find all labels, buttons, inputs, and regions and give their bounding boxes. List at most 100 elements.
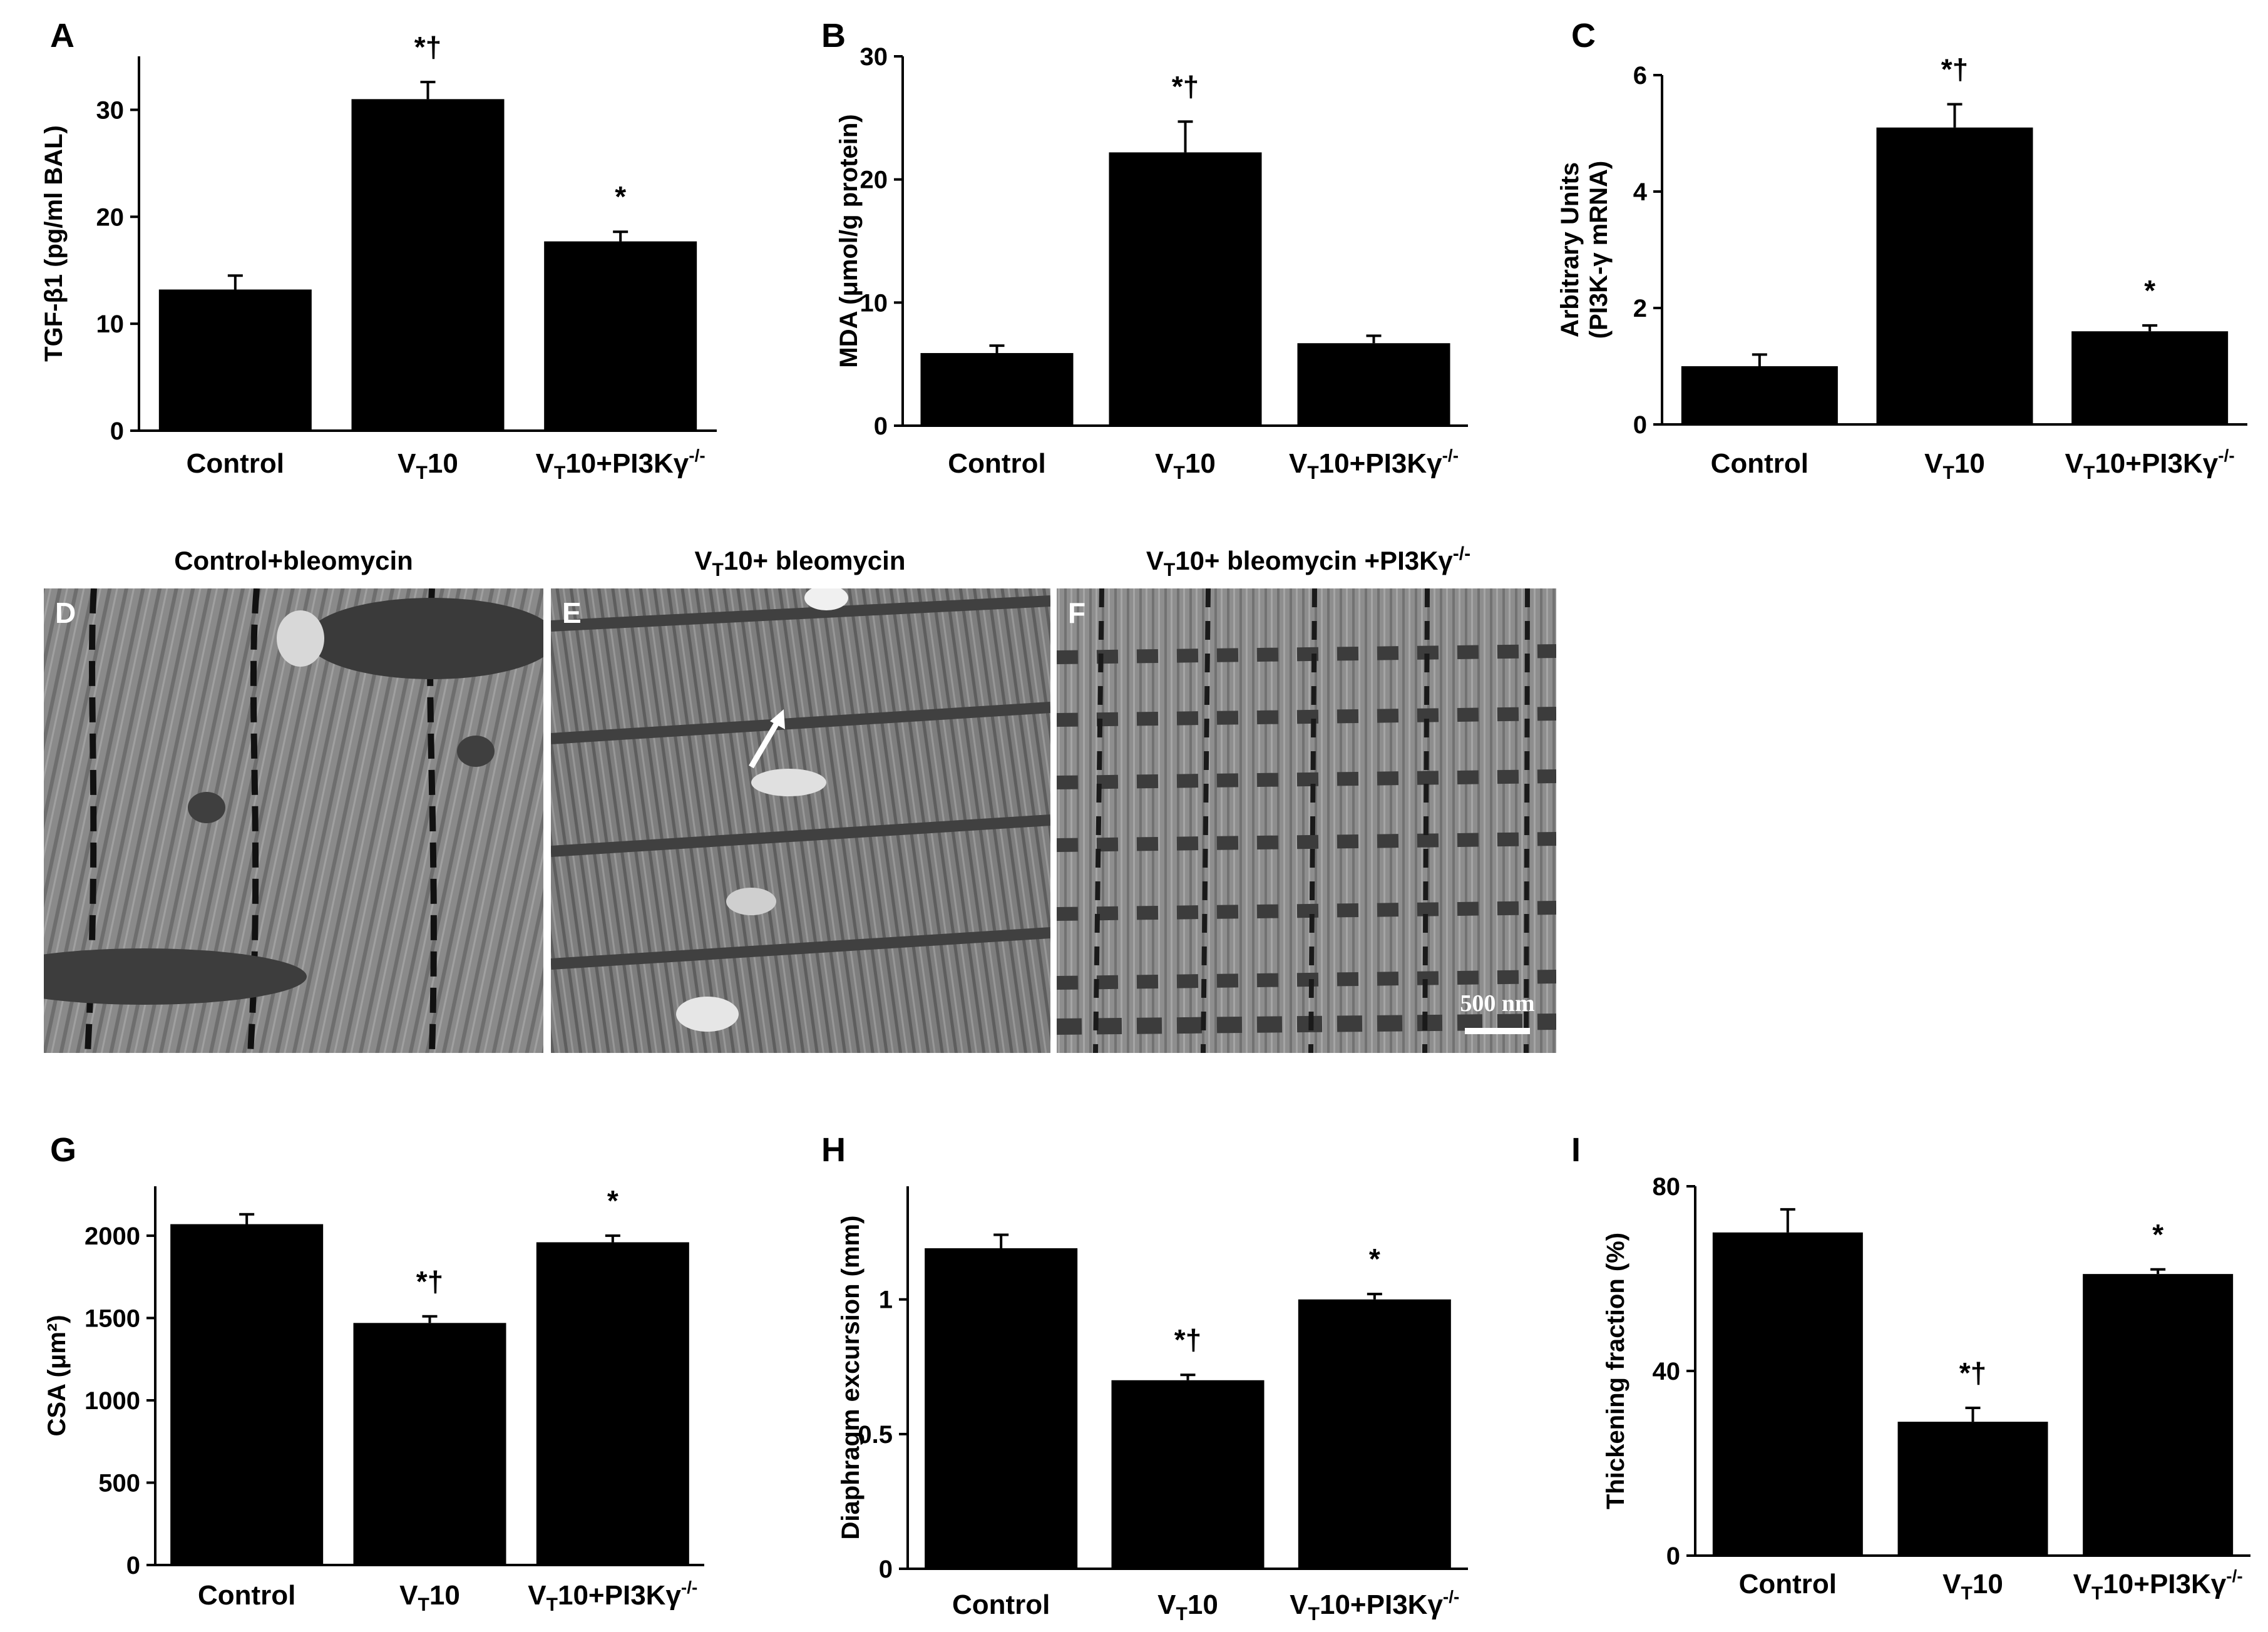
bar-3: [536, 1242, 689, 1565]
bar-3: [1297, 343, 1450, 426]
x-tick-label: VT10: [399, 1580, 460, 1615]
y-tick-label: 1: [879, 1286, 893, 1314]
bar-1: [920, 352, 1074, 426]
y-tick-label: 6: [1633, 62, 1647, 90]
scale-bar-label: 500 nm: [1460, 990, 1534, 1017]
y-tick-label: 40: [1653, 1358, 1681, 1385]
y-tick-label: 0: [110, 418, 124, 445]
y-tick-label: 1000: [85, 1387, 140, 1415]
y-tick-label: 10: [860, 289, 888, 317]
x-tick-label: Control: [952, 1589, 1050, 1620]
significance-marker: *: [1369, 1243, 1380, 1275]
x-tick-label: VT10+PI3Kγ-/-: [536, 446, 706, 483]
bar-1: [170, 1224, 324, 1565]
y-tick-label: 1500: [85, 1305, 140, 1332]
micrograph-d: Control+bleomycin D: [44, 546, 543, 1053]
bar-3: [2071, 331, 2229, 424]
panel-g-chart: G 0 500 1000 1500 2000 CSA (μm²) Control *† VT10…: [43, 1131, 704, 1615]
significance-marker: *: [615, 180, 626, 213]
bar-2: [1111, 1380, 1265, 1569]
y-tick-label: 0.5: [858, 1421, 893, 1449]
panel-letter-i: I: [1571, 1131, 1581, 1169]
x-tick-label: VT10: [1157, 1589, 1218, 1624]
arrow-head-icon: [770, 709, 785, 729]
micrograph-e-letter: E: [562, 597, 582, 629]
y-tick-label: 2: [1633, 295, 1647, 322]
x-tick-label: Control: [187, 448, 284, 479]
bar-2: [1897, 1422, 2048, 1556]
micrograph-d-image: [44, 588, 543, 1053]
significance-marker: *†: [1172, 70, 1199, 103]
significance-marker: *: [607, 1184, 618, 1217]
y-axis-label: CSA (μm²): [43, 1315, 71, 1436]
significance-marker: *: [2152, 1218, 2163, 1251]
micrograph-d-letter: D: [55, 597, 76, 629]
bar-1: [1681, 366, 1838, 424]
y-axis-label: Thickening fraction (%): [1602, 1233, 1629, 1509]
bar-3: [1298, 1299, 1451, 1569]
panel-a-chart: A 0 10 20 30 TGF-β1 (pg/ml BAL) Control *† VT10…: [40, 17, 717, 483]
significance-marker: *: [2144, 274, 2155, 307]
significance-marker: *†: [1941, 53, 1968, 86]
micrograph-f-image: [1057, 588, 1556, 1053]
y-tick-label: 2000: [85, 1223, 140, 1250]
x-tick-label: Control: [198, 1580, 295, 1611]
panel-c-chart: C 0 2 4 6 Arbitrary Units(PI3K-γ mRNA) Contro…: [1556, 17, 2247, 483]
panel-letter-b: B: [821, 17, 846, 54]
bar-2: [353, 1323, 506, 1565]
x-tick-label: Control: [1739, 1569, 1837, 1599]
x-tick-label: VT10: [1942, 1569, 2003, 1604]
x-tick-label: VT10+PI3Kγ-/-: [1290, 1587, 1459, 1624]
x-tick-label: VT10+PI3Kγ-/-: [2073, 1566, 2243, 1604]
bar-2: [351, 99, 505, 431]
y-tick-label: 20: [96, 203, 125, 231]
y-tick-label: 0: [126, 1552, 140, 1579]
y-tick-label: 0: [879, 1556, 893, 1583]
panel-letter-g: G: [50, 1131, 76, 1169]
x-tick-label: VT10: [1155, 448, 1216, 483]
panel-letter-h: H: [821, 1131, 846, 1169]
micrograph-e-image: [551, 588, 1050, 1053]
panel-i-chart: I 0 40 80 Thickening fraction (%) Control *† V…: [1571, 1131, 2250, 1604]
scale-bar: [1465, 1028, 1530, 1034]
bar-2: [1109, 152, 1262, 426]
x-tick-label: Control: [1711, 448, 1809, 479]
y-tick-label: 30: [96, 96, 125, 124]
micrograph-d-title: Control+bleomycin: [174, 546, 413, 575]
panel-b-chart: B 0 10 20 30 MDA (μmol/g protein) Control *† VT…: [821, 17, 1468, 483]
y-tick-label: 4: [1633, 178, 1648, 206]
y-tick-label: 0: [874, 413, 888, 440]
y-axis-label: Arbitrary Units(PI3K-γ mRNA): [1556, 161, 1613, 339]
significance-marker: *†: [416, 1265, 443, 1298]
micrograph-e: VT10+ bleomycin E: [551, 546, 1050, 1053]
bar-1: [1712, 1232, 1863, 1556]
bar-2: [1876, 127, 2033, 424]
significance-marker: *†: [414, 31, 441, 63]
y-tick-label: 20: [860, 167, 888, 194]
micrograph-f: VT10+ bleomycin +PI3Kγ-/- F 500 nm: [1057, 543, 1556, 1053]
y-axis-label: Diaphragm excursion (mm): [837, 1216, 865, 1540]
y-tick-label: 500: [98, 1469, 140, 1497]
y-tick-label: 80: [1653, 1173, 1681, 1201]
panel-h-chart: H 0 0.5 1 Diaphragm excursion (mm) Control *†…: [821, 1131, 1468, 1624]
y-axis-label: TGF-β1 (pg/ml BAL): [40, 125, 68, 362]
micrograph-f-title: VT10+ bleomycin +PI3Kγ-/-: [1146, 543, 1470, 580]
x-tick-label: Control: [948, 448, 1045, 479]
x-tick-label: VT10+PI3Kγ-/-: [528, 1578, 697, 1615]
y-tick-label: 30: [860, 43, 888, 71]
bar-1: [925, 1248, 1078, 1569]
bar-1: [158, 289, 312, 431]
x-tick-label: VT10: [398, 448, 458, 483]
x-tick-label: VT10+PI3Kγ-/-: [2065, 446, 2235, 483]
bar-3: [544, 241, 697, 431]
x-tick-label: VT10+PI3Kγ-/-: [1289, 446, 1459, 483]
x-tick-label: VT10: [1924, 448, 1985, 483]
significance-marker: *†: [1174, 1323, 1201, 1356]
micrograph-f-letter: F: [1068, 597, 1085, 629]
arrow-icon: [749, 717, 782, 769]
panel-letter-c: C: [1571, 17, 1596, 54]
y-tick-label: 0: [1633, 411, 1647, 439]
bar-3: [2083, 1274, 2234, 1556]
y-tick-label: 10: [96, 310, 125, 338]
